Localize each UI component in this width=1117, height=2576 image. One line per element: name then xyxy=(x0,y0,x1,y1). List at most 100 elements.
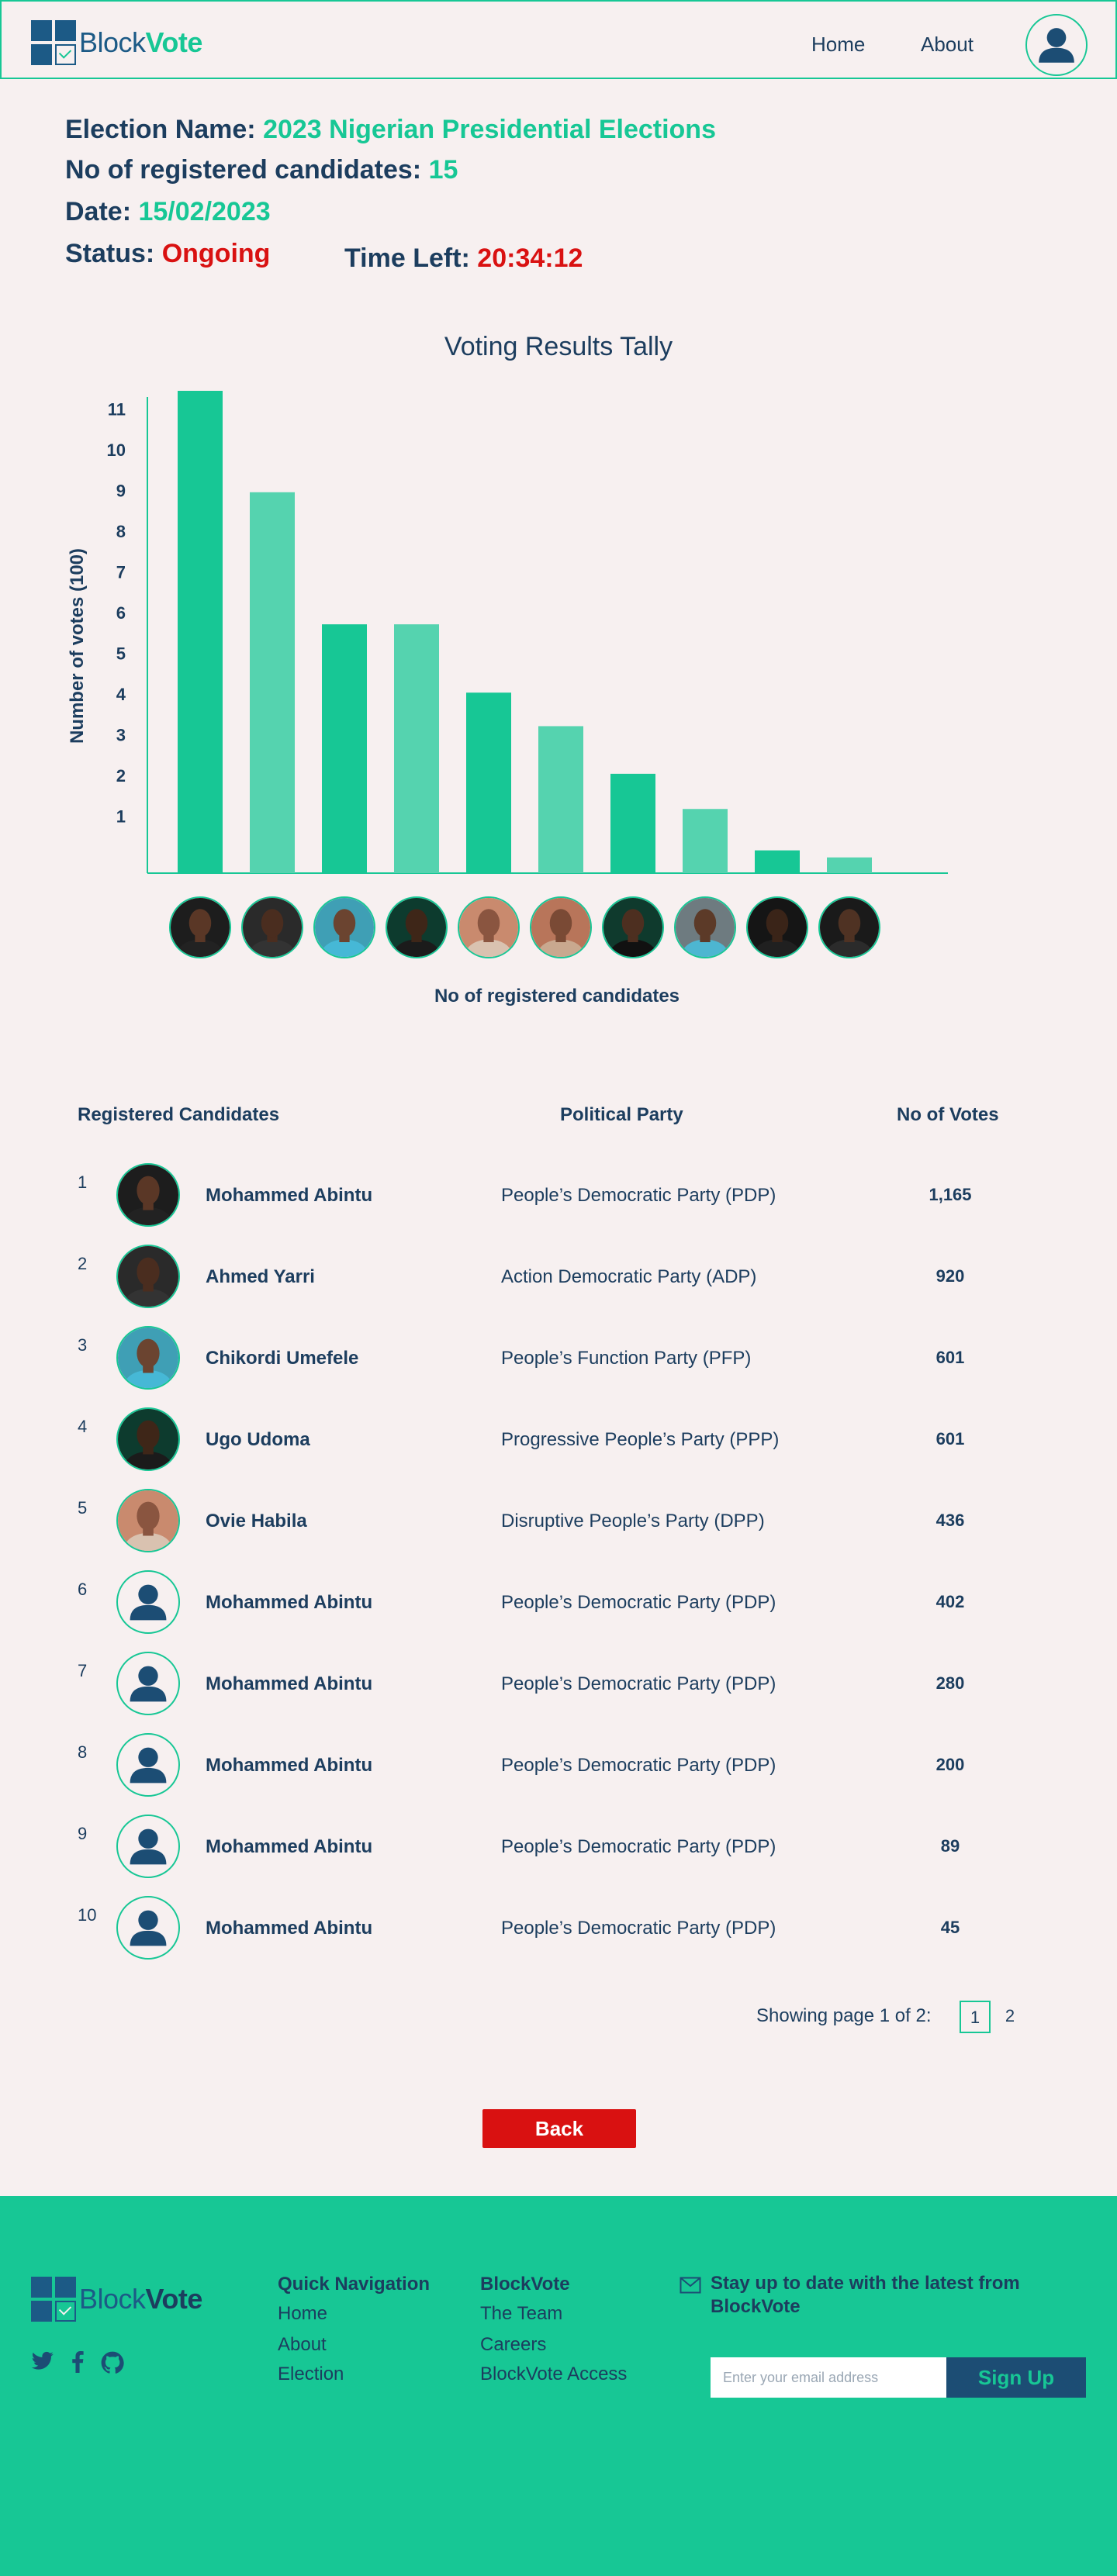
row-number: 7 xyxy=(78,1661,88,1680)
candidate-name: Mohammed Abintu xyxy=(206,1185,373,1206)
candidate-photo-7 xyxy=(602,896,664,958)
page-button-1[interactable]: 1 xyxy=(960,2001,991,2033)
bar-1 xyxy=(178,390,223,873)
pagination-label: Showing page 1 of 2: xyxy=(756,2005,932,2026)
candidate-name: Ovie Habila xyxy=(206,1511,307,1531)
candidate-photo xyxy=(116,1407,180,1471)
candidate-name: Ahmed Yarri xyxy=(206,1266,315,1287)
row-number: 6 xyxy=(78,1580,88,1599)
vote-count: 601 xyxy=(935,1348,965,1367)
user-icon xyxy=(116,1652,180,1715)
candidate-name: Mohammed Abintu xyxy=(206,1918,373,1939)
footer-link-election[interactable]: Election xyxy=(278,2364,344,2384)
footer-link-about[interactable]: About xyxy=(278,2334,327,2355)
table-row[interactable]: 4 Ugo Udoma Progressive People’s Party (PP… xyxy=(0,1407,1117,1489)
y-tick-label: 11 xyxy=(108,400,126,420)
vote-count: 89 xyxy=(940,1836,960,1856)
table-row[interactable]: 2 Ahmed Yarri Action Democratic Party (ADP… xyxy=(0,1245,1117,1326)
bar-3 xyxy=(322,624,367,873)
political-party: Progressive People’s Party (PPP) xyxy=(501,1429,780,1450)
sign-up-button[interactable]: Sign Up xyxy=(946,2357,1086,2398)
vote-count: 920 xyxy=(935,1266,965,1286)
table-row[interactable]: 3 Chikordi Umefele People’s Function Party… xyxy=(0,1326,1117,1407)
row-number: 9 xyxy=(78,1824,88,1843)
candidate-photo-3 xyxy=(313,896,375,958)
candidate-name: Chikordi Umefele xyxy=(206,1348,359,1369)
candidate-photo-4 xyxy=(386,896,448,958)
github-icon[interactable] xyxy=(101,2351,124,2374)
candidate-name: Mohammed Abintu xyxy=(206,1836,373,1857)
nav-home-link[interactable]: Home xyxy=(811,33,866,56)
candidate-name: Mohammed Abintu xyxy=(206,1673,373,1694)
table-row[interactable]: 9 Mohammed Abintu People’s Democratic Part… xyxy=(0,1815,1117,1896)
y-tick-label: 3 xyxy=(116,726,126,745)
y-tick-label: 2 xyxy=(116,766,126,786)
candidate-photo-10 xyxy=(818,896,880,958)
time-left: Time Left: 20:34:12 xyxy=(344,243,583,273)
vote-count: 402 xyxy=(935,1592,965,1611)
candidate-photo-8 xyxy=(674,896,736,958)
candidate-photo-6 xyxy=(530,896,592,958)
y-axis-label: Number of votes (100) xyxy=(67,548,88,744)
political-party: People’s Democratic Party (PDP) xyxy=(501,1836,776,1857)
y-tick-label: 9 xyxy=(116,482,126,501)
footer-link-team[interactable]: The Team xyxy=(480,2303,563,2324)
bar-8 xyxy=(683,809,728,873)
candidate-name: Mohammed Abintu xyxy=(206,1592,373,1613)
y-tick-label: 7 xyxy=(116,563,126,582)
table-row[interactable]: 7 Mohammed Abintu People’s Democratic Part… xyxy=(0,1652,1117,1733)
table-row[interactable]: 10 Mohammed Abintu People’s Democratic Par… xyxy=(0,1896,1117,1977)
footer-logo-text: BlockVote xyxy=(79,2283,202,2315)
vote-count: 45 xyxy=(940,1918,960,1937)
chart-title: Voting Results Tally xyxy=(444,332,673,361)
election-status: Status: Ongoing xyxy=(65,239,271,268)
candidate-photo-2 xyxy=(241,896,303,958)
row-number: 8 xyxy=(78,1742,88,1762)
vote-count: 200 xyxy=(935,1755,965,1774)
bar-5 xyxy=(466,692,511,873)
y-tick-label: 6 xyxy=(116,603,126,623)
header-no-of-votes: No of Votes xyxy=(897,1104,999,1125)
y-tick-label: 5 xyxy=(116,644,126,664)
profile-button[interactable] xyxy=(1025,14,1088,76)
page-button-2[interactable]: 2 xyxy=(1005,2006,1015,2025)
table-row[interactable]: 8 Mohammed Abintu People’s Democratic Part… xyxy=(0,1733,1117,1815)
candidate-photo-9 xyxy=(746,896,808,958)
back-button[interactable]: Back xyxy=(482,2109,636,2148)
y-tick-label: 8 xyxy=(116,522,126,541)
logo[interactable]: BlockVote xyxy=(31,20,202,65)
user-icon xyxy=(116,1570,180,1634)
table-row[interactable]: 5 Ovie Habila Disruptive People’s Party (D… xyxy=(0,1489,1117,1570)
candidate-name: Mohammed Abintu xyxy=(206,1755,373,1776)
footer-link-access[interactable]: BlockVote Access xyxy=(480,2364,628,2384)
y-tick-label: 4 xyxy=(116,685,126,704)
candidate-photo xyxy=(116,1163,180,1227)
header-registered-candidates: Registered Candidates xyxy=(78,1104,280,1125)
political-party: People’s Democratic Party (PDP) xyxy=(501,1592,776,1613)
footer-link-careers[interactable]: Careers xyxy=(480,2334,547,2355)
footer-link-home[interactable]: Home xyxy=(278,2303,328,2324)
election-name: Election Name: 2023 Nigerian Presidentia… xyxy=(65,115,716,144)
row-number: 3 xyxy=(78,1335,88,1355)
twitter-icon[interactable] xyxy=(31,2351,54,2371)
top-navbar: BlockVote Home About xyxy=(0,0,1117,79)
candidate-photo xyxy=(116,1489,180,1552)
political-party: People’s Democratic Party (PDP) xyxy=(501,1185,776,1206)
footer-logo[interactable]: BlockVote xyxy=(31,2277,202,2322)
vote-count: 280 xyxy=(935,1673,965,1693)
table-row[interactable]: 1 Mohammed Abintu People’s Democratic Part… xyxy=(0,1163,1117,1245)
facebook-icon[interactable] xyxy=(71,2351,84,2373)
bar-9 xyxy=(755,850,800,873)
row-number: 10 xyxy=(78,1905,97,1925)
table-row[interactable]: 6 Mohammed Abintu People’s Democratic Part… xyxy=(0,1570,1117,1652)
email-input[interactable] xyxy=(711,2357,946,2398)
row-number: 4 xyxy=(78,1417,88,1436)
quick-navigation-title: Quick Navigation xyxy=(278,2274,431,2295)
user-icon xyxy=(1039,28,1074,63)
nav-about-link[interactable]: About xyxy=(921,33,973,56)
election-date: Date: 15/02/2023 xyxy=(65,197,271,226)
vote-count: 601 xyxy=(935,1429,965,1449)
voting-results-chart: Number of votes (100) 1 2 3 4 5 6 7 8 9 10 11 No o… xyxy=(67,390,948,1007)
candidate-photo xyxy=(116,1245,180,1308)
logo-mark-icon xyxy=(31,20,76,65)
